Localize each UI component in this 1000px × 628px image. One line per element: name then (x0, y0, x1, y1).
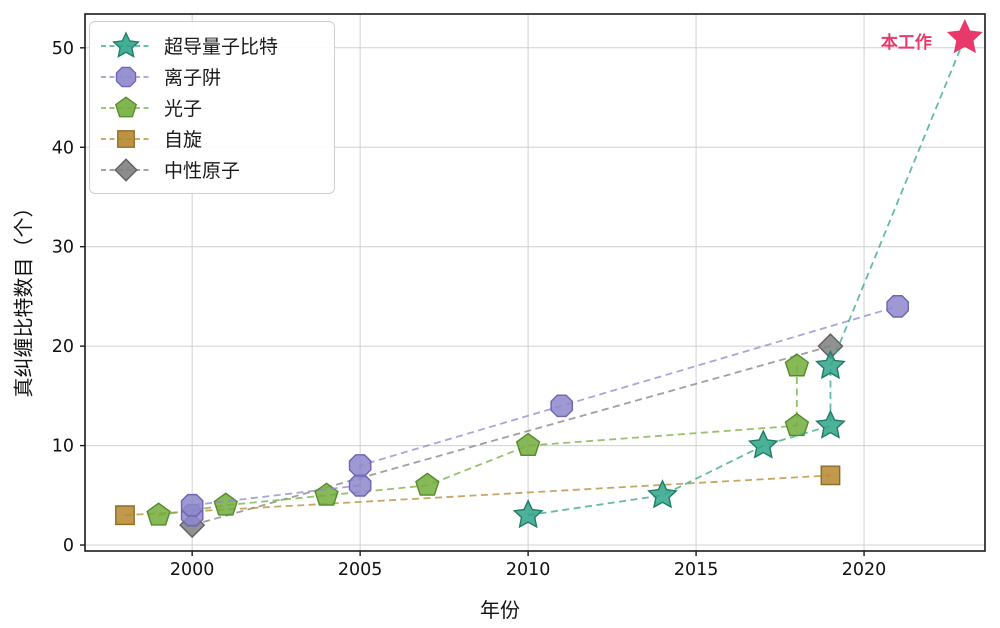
pentagon-marker (213, 492, 238, 516)
x-tick-label: 2020 (842, 560, 887, 580)
star-marker (815, 409, 846, 439)
legend: 超导量子比特 离子阱光子自旋中性原子 (89, 21, 335, 194)
legend-item-2: 光子 (100, 92, 322, 123)
y-tick-label: 30 (52, 238, 74, 258)
legend-item-label: 中性原子 (164, 160, 241, 182)
series-自旋 (115, 465, 841, 526)
octagon-marker (180, 493, 204, 517)
star-marker (512, 499, 544, 529)
octagon-marker (348, 454, 372, 477)
series-光子 (146, 353, 810, 526)
x-tick-label: 2005 (338, 560, 383, 580)
pentagon-marker (515, 432, 541, 456)
y-tick-label: 20 (52, 337, 74, 357)
legend-item-label: 光子 (164, 98, 203, 120)
pentagon-marker (784, 412, 810, 437)
y-tick-label: 10 (52, 437, 74, 457)
square-marker (115, 505, 135, 526)
pentagon-marker (314, 482, 339, 506)
y-axis-title: 真纠缠比特数目（个） (11, 197, 36, 398)
pentagon-marker (415, 472, 440, 496)
star-marker (747, 429, 779, 459)
legend-item-0: 超导量子比特 (100, 30, 322, 61)
legend-item-4: 中性原子 (100, 154, 322, 185)
y-tick-label: 50 (52, 39, 74, 59)
star-marker (647, 479, 678, 509)
octagon-marker (550, 394, 574, 418)
x-axis-title: 年份 (480, 598, 520, 622)
star-icon (100, 30, 152, 61)
legend-item-label: 离子阱 (164, 67, 222, 89)
octagon-marker (348, 474, 372, 497)
legend-item-label: 自旋 (164, 129, 203, 151)
x-tick-label: 2015 (674, 560, 719, 580)
square-marker (820, 465, 841, 486)
legend-item-3: 自旋 (100, 123, 322, 154)
annotation-this-work-label: 本工作 (880, 32, 932, 53)
series-超导量子比特 (512, 37, 966, 529)
x-tick-label: 2010 (506, 560, 551, 580)
pentagon-icon (100, 93, 152, 123)
octagon-icon (100, 62, 152, 92)
x-tick-label: 2000 (170, 560, 215, 580)
y-tick-label: 40 (52, 138, 74, 158)
pentagon-marker (146, 502, 171, 526)
axes-spines: 2000 2005 2010 2015 2020 0 10 20 30 40 50 (52, 13, 986, 580)
legend-item-1: 离子阱 (100, 61, 322, 92)
y-tick-label: 0 (63, 536, 74, 556)
star-marker (815, 349, 846, 380)
square-icon (100, 124, 152, 154)
legend-item-label: 超导量子比特 (164, 36, 279, 58)
octagon-marker (886, 295, 909, 318)
diamond-icon (100, 155, 152, 185)
this-work-star-icon (946, 18, 983, 54)
series-离子阱 (180, 295, 909, 527)
pentagon-marker (784, 353, 810, 377)
